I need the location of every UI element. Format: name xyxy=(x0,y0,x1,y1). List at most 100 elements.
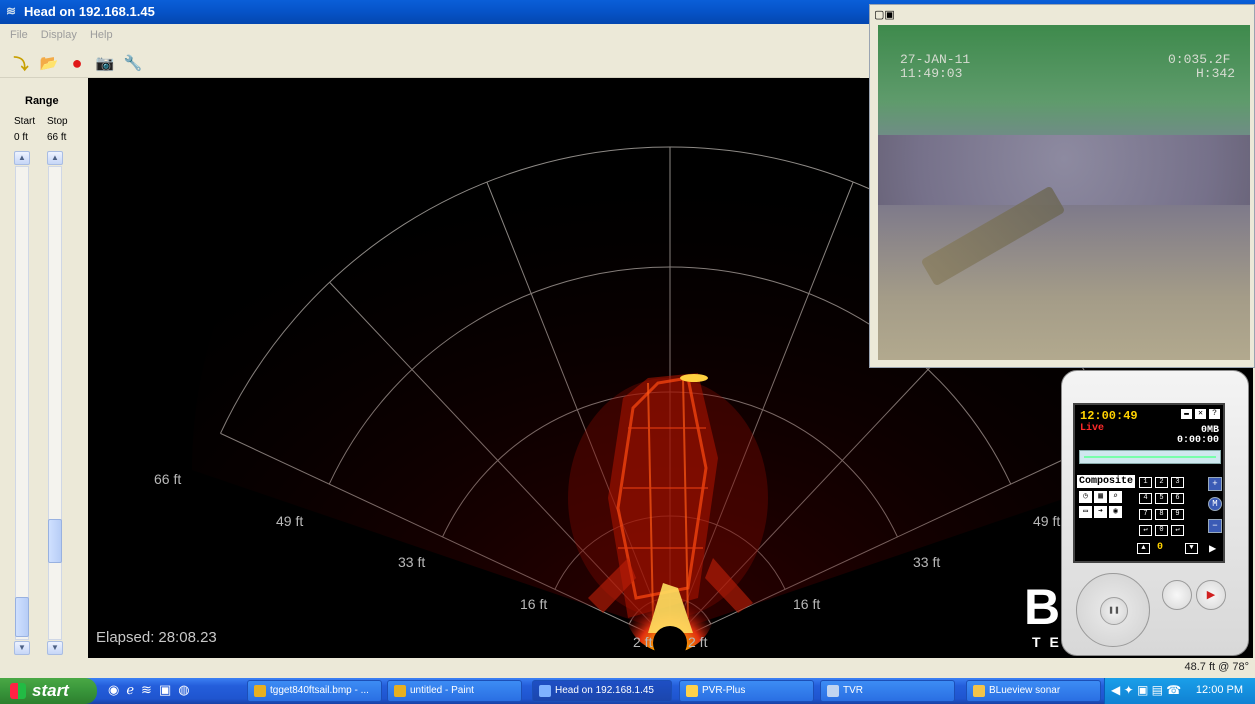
zoom-icon[interactable]: ⌕ xyxy=(1109,491,1122,503)
start-slider-thumb[interactable] xyxy=(15,597,29,637)
window-title: Head on 192.168.1.45 xyxy=(24,4,155,19)
quicklaunch-media-icon[interactable]: ◉ xyxy=(108,682,120,697)
folder-icon[interactable]: ▭ xyxy=(1079,506,1092,518)
pvr-minus-icon[interactable]: − xyxy=(1208,519,1222,533)
start-down-arrow-icon[interactable]: ▼ xyxy=(14,641,30,655)
pvr-key-enter-right[interactable]: ↵ xyxy=(1171,525,1184,536)
record-icon[interactable]: ● xyxy=(71,52,83,73)
paint-icon xyxy=(254,685,266,697)
menu-file[interactable]: File xyxy=(10,29,28,41)
brand-subtitle: TE xyxy=(1032,634,1068,650)
pvr-key-4[interactable]: 4 xyxy=(1139,493,1152,504)
start-label: start xyxy=(32,681,69,700)
quick-launch: ◉ ℯ ≋ ▣ ◍ xyxy=(108,682,197,700)
start-up-arrow-icon[interactable]: ▲ xyxy=(14,151,30,165)
pause-icon[interactable]: ❚❚ xyxy=(1100,597,1128,625)
windows-flag-icon xyxy=(10,683,26,699)
range-ring-label-16-left: 16 ft xyxy=(520,596,547,612)
elapsed-label: Elapsed: xyxy=(96,629,155,646)
taskbar-item-tvr[interactable]: TVR xyxy=(820,680,955,702)
grid-view-icon[interactable]: ▦ xyxy=(1094,491,1107,503)
taskbar-item-pvr-plus[interactable]: PVR-Plus xyxy=(679,680,814,702)
pvr-key-6[interactable]: 6 xyxy=(1171,493,1184,504)
stop-up-arrow-icon[interactable]: ▲ xyxy=(47,151,63,165)
pvr-progress-line xyxy=(1084,456,1216,458)
camera-heading: H:342 xyxy=(1196,66,1236,81)
range-start-value: 0 ft xyxy=(14,132,28,143)
system-tray: ◀ ✦ ▣ ▤ ☎ 12:00 PM xyxy=(1104,678,1255,704)
pvr-mode-icon[interactable]: M xyxy=(1208,497,1222,511)
pvr-key-5[interactable]: 5 xyxy=(1155,493,1168,504)
menu-display[interactable]: Display xyxy=(40,29,77,41)
quicklaunch-wifi-icon[interactable]: ≋ xyxy=(141,682,152,697)
pvr-key-enter-left[interactable]: ↵ xyxy=(1139,525,1152,536)
pvr-file-size: 0MB xyxy=(1200,425,1219,436)
broadcast-icon[interactable]: ◉ xyxy=(1109,506,1122,518)
camera-time: 11:49:03 xyxy=(900,66,963,81)
minimize-icon[interactable]: ▬ xyxy=(1181,409,1192,419)
pvr-plus-icon[interactable]: + xyxy=(1208,477,1222,491)
connect-icon[interactable]: ⤵ xyxy=(13,55,29,73)
camera-depth: 0:035.2F xyxy=(1168,52,1231,67)
pvr-progress-bar[interactable] xyxy=(1079,450,1221,464)
start-range-slider[interactable] xyxy=(15,166,29,640)
paint-icon xyxy=(394,685,406,697)
taskbar-item-label: TVR xyxy=(843,685,863,696)
stop-range-slider[interactable] xyxy=(48,166,62,640)
settings-wrench-icon[interactable]: 🔧 xyxy=(123,55,143,72)
pvr-screen: 12:00:49 ▬ ✕ ? Live 0MB 0:00:00 Composit… xyxy=(1073,403,1225,563)
camera-date: 27-JAN-11 xyxy=(900,52,971,67)
pvr-source-button[interactable]: Composite xyxy=(1077,475,1136,488)
pvr-stop-button[interactable] xyxy=(1162,580,1192,610)
start-button[interactable]: start xyxy=(0,678,97,704)
pvr-key-9[interactable]: 9 xyxy=(1171,509,1184,520)
taskbar-item-tgget-bmp[interactable]: tgget840ftsail.bmp - ... xyxy=(247,680,382,702)
range-ring-label-2-left: 2 ft xyxy=(633,634,653,650)
quicklaunch-chrome-icon[interactable]: ◍ xyxy=(178,682,190,697)
quicklaunch-ie-icon[interactable]: ℯ xyxy=(126,682,135,697)
range-stop-value: 66 ft xyxy=(47,132,67,143)
pvr-key-8[interactable]: 8 xyxy=(1155,509,1168,520)
open-folder-icon[interactable]: 📂 xyxy=(39,55,59,72)
range-ring-label-33-right: 33 ft xyxy=(913,554,940,570)
taskbar-item-sonar-head[interactable]: Head on 192.168.1.45 xyxy=(532,680,672,702)
taskbar-clock[interactable]: 12:00 PM xyxy=(1195,684,1243,696)
forward-arrow-icon[interactable]: ➔ xyxy=(1094,506,1107,518)
schedule-clock-icon[interactable]: ◷ xyxy=(1079,491,1092,503)
menu-bar: File Display Help xyxy=(0,24,860,46)
pvr-record-play-icon[interactable]: ▶ xyxy=(1196,580,1226,610)
pvr-key-2[interactable]: 2 xyxy=(1155,477,1168,488)
range-title: Range xyxy=(25,95,59,107)
taskbar-item-label: tgget840ftsail.bmp - ... xyxy=(270,685,369,696)
close-icon[interactable]: ✕ xyxy=(1195,409,1206,419)
snapshot-icon[interactable]: 📷 xyxy=(95,55,115,72)
camera-water-region xyxy=(878,25,1250,135)
taskbar: start ◉ ℯ ≋ ▣ ◍ tgget840ftsail.bmp - ... unt… xyxy=(0,678,1255,704)
status-bar: 48.7 ft @ 78° xyxy=(0,658,1255,678)
menu-help[interactable]: Help xyxy=(89,29,113,41)
stop-slider-thumb[interactable] xyxy=(48,519,62,563)
camera-video-window[interactable]: ▢▣ 27-JAN-11 11:49:03 0:035.2F H:342 xyxy=(869,4,1255,368)
pvr-key-1[interactable]: 1 xyxy=(1139,477,1152,488)
window-layout-icon[interactable]: ▢▣ xyxy=(874,9,895,21)
pvr-recorder-widget[interactable]: 12:00:49 ▬ ✕ ? Live 0MB 0:00:00 Composit… xyxy=(1061,370,1249,656)
pvr-key-0[interactable]: 0 xyxy=(1155,525,1168,536)
pvr-down-arrow-icon[interactable]: ▼ xyxy=(1185,543,1198,554)
folder-icon xyxy=(973,685,985,697)
pvr-key-7[interactable]: 7 xyxy=(1139,509,1152,520)
pvr-navigation-pad[interactable]: ❚❚ xyxy=(1076,573,1150,647)
pvr-up-arrow-icon[interactable]: ▲ xyxy=(1137,543,1150,554)
pvr-key-3[interactable]: 3 xyxy=(1171,477,1184,488)
stop-down-arrow-icon[interactable]: ▼ xyxy=(47,641,63,655)
range-bearing-readout: 48.7 ft @ 78° xyxy=(1184,661,1250,673)
taskbar-item-untitled-paint[interactable]: untitled - Paint xyxy=(387,680,522,702)
range-stop-label: Stop xyxy=(47,116,68,127)
quicklaunch-app-icon[interactable]: ▣ xyxy=(158,682,172,697)
toolbar: ⤵ 📂 ● 📷 🔧 xyxy=(0,46,860,78)
tray-icons[interactable]: ◀ ✦ ▣ ▤ ☎ xyxy=(1111,683,1182,697)
taskbar-item-blueview-sonar[interactable]: BLueview sonar xyxy=(966,680,1101,702)
help-icon[interactable]: ? xyxy=(1209,409,1220,419)
pvr-duration: 0:00:00 xyxy=(1176,435,1219,446)
range-start-label: Start xyxy=(14,116,36,127)
range-ring-label-49-left: 49 ft xyxy=(276,513,303,529)
